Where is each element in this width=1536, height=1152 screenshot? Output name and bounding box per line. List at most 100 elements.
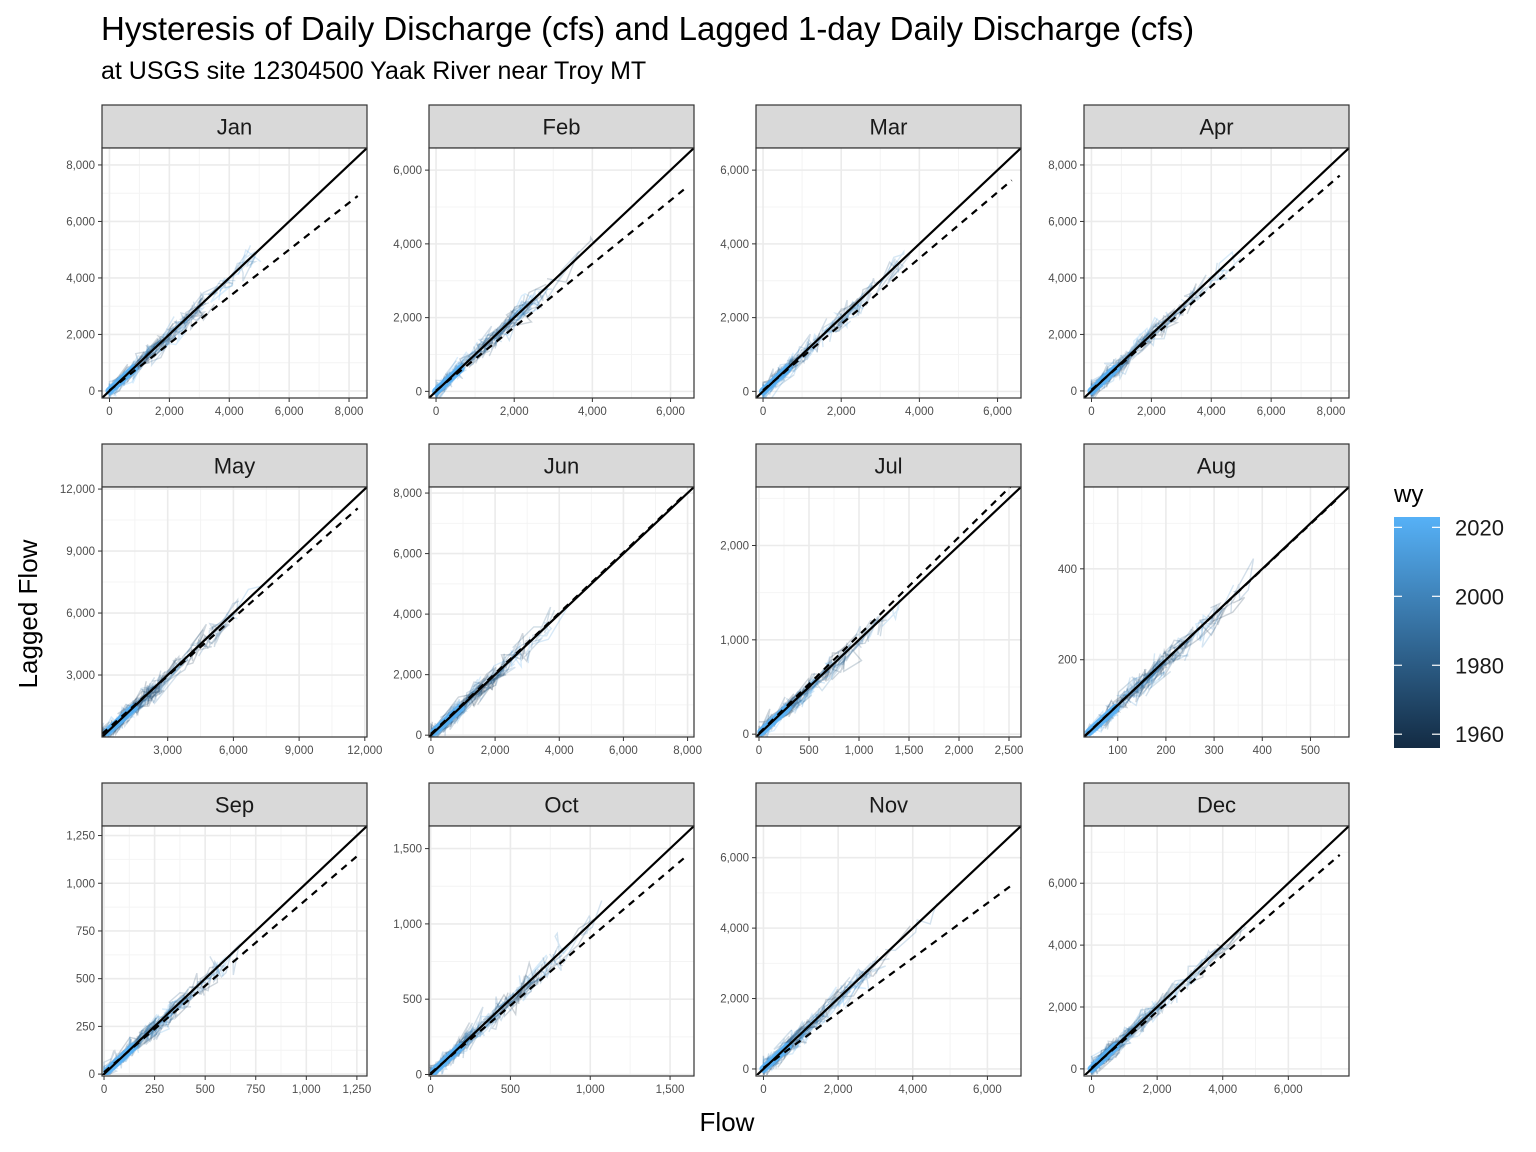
y-tick-label: 1,500 — [393, 844, 422, 856]
facet-strip-label: Nov — [869, 793, 908, 818]
series-path — [135, 686, 160, 708]
y-tick-label: 0 — [1071, 1064, 1077, 1076]
series-path — [237, 245, 256, 276]
y-tick-label: 8,000 — [393, 488, 422, 500]
series-path — [490, 653, 505, 683]
x-tick-label: 750 — [246, 1084, 265, 1096]
series-path — [509, 980, 534, 1006]
series-path — [161, 316, 180, 348]
facet-strip-label: Aug — [1197, 454, 1236, 479]
series-path — [456, 689, 476, 709]
panel-border — [428, 825, 695, 1077]
fit-line — [435, 188, 686, 392]
y-tick-label: 0 — [89, 1069, 95, 1081]
x-tick-label: 12,000 — [347, 745, 382, 757]
series-path — [130, 689, 165, 713]
series-path — [434, 697, 469, 737]
series-path — [812, 1004, 833, 1019]
one-to-one-line — [756, 148, 1022, 398]
series-path — [144, 659, 189, 706]
y-tick-label: 4,000 — [393, 239, 422, 251]
x-tick-label: 0 — [1088, 406, 1094, 418]
series-path — [478, 1002, 504, 1038]
series-path — [837, 642, 863, 673]
series-path — [475, 321, 510, 350]
series-path — [853, 611, 883, 652]
series-path — [476, 339, 493, 359]
one-to-one-line — [102, 825, 367, 1075]
panel-oct: Oct 0 500 1,000 1,500 0 500 1,000 1,500 — [393, 782, 695, 1096]
series-path — [224, 252, 258, 289]
series-path — [136, 992, 192, 1038]
fit-line — [108, 195, 359, 392]
series-path — [815, 1003, 830, 1027]
series-path — [143, 1017, 158, 1045]
x-tick-label: 0 — [760, 1084, 766, 1096]
series-path — [1139, 312, 1178, 349]
facet-strip — [1083, 782, 1350, 827]
series-path — [490, 1002, 509, 1031]
series-path — [127, 340, 161, 373]
fit-line — [102, 507, 359, 735]
y-tick-label: 6,000 — [720, 853, 749, 865]
y-axis-title: Lagged Flow — [13, 539, 43, 688]
series-path — [152, 627, 220, 699]
series-path — [466, 331, 496, 368]
series-path — [1158, 639, 1190, 676]
panel-border — [101, 147, 368, 399]
series-path — [1104, 700, 1127, 719]
x-tick-label: 100 — [1108, 745, 1127, 757]
one-to-one-line — [429, 148, 695, 398]
facet-strip — [755, 782, 1022, 827]
y-tick-label: 2,000 — [720, 540, 749, 552]
x-tick-label: 0 — [101, 1084, 107, 1096]
one-to-one-line — [102, 148, 367, 398]
x-tick-label: 6,000 — [656, 406, 685, 418]
y-tick-label: 0 — [743, 386, 749, 398]
x-tick-label: 8,000 — [335, 406, 364, 418]
series-path — [827, 299, 848, 337]
series-path — [1208, 250, 1236, 287]
fit-line — [103, 854, 359, 1074]
x-tick-label: 2,000 — [824, 1084, 853, 1096]
series-path — [793, 656, 831, 706]
series-path — [1183, 606, 1216, 662]
series-path — [818, 958, 890, 1026]
y-tick-label: 1,000 — [66, 878, 95, 890]
series-path — [449, 1011, 499, 1056]
series-path — [208, 611, 234, 648]
series-path — [1127, 996, 1162, 1032]
x-tick-label: 4,000 — [215, 406, 244, 418]
x-tick-label: 4,000 — [578, 406, 607, 418]
x-tick-label: 500 — [799, 745, 818, 757]
x-tick-label: 3,000 — [153, 745, 182, 757]
y-tick-label: 0 — [1071, 386, 1077, 398]
series-path — [147, 666, 181, 700]
panel-border — [755, 825, 1022, 1077]
x-tick-label: 250 — [145, 1084, 164, 1096]
y-tick-label: 2,000 — [720, 313, 749, 325]
series-path — [117, 1019, 156, 1057]
series-path — [502, 306, 524, 333]
series-path — [459, 295, 526, 367]
series-path — [1122, 657, 1161, 710]
series-path — [179, 314, 189, 326]
y-tick-label: 1,000 — [720, 635, 749, 647]
series-path — [783, 1016, 822, 1051]
series-path — [1174, 638, 1193, 657]
series-path — [209, 597, 239, 632]
series-path — [189, 304, 207, 332]
series-path — [481, 313, 519, 359]
x-tick-label: 6,000 — [983, 406, 1012, 418]
x-tick-label: 4,000 — [905, 406, 934, 418]
legend-colorbar — [1394, 517, 1440, 748]
series-path — [139, 655, 189, 710]
x-tick-label: 0 — [760, 406, 766, 418]
series-path — [150, 333, 172, 354]
series-path — [189, 964, 225, 994]
series-path — [504, 288, 552, 332]
x-tick-label: 6,000 — [973, 1084, 1002, 1096]
series-path — [1211, 604, 1226, 626]
panel-border — [428, 147, 695, 399]
legend-tick-label: 1960 — [1455, 722, 1504, 747]
